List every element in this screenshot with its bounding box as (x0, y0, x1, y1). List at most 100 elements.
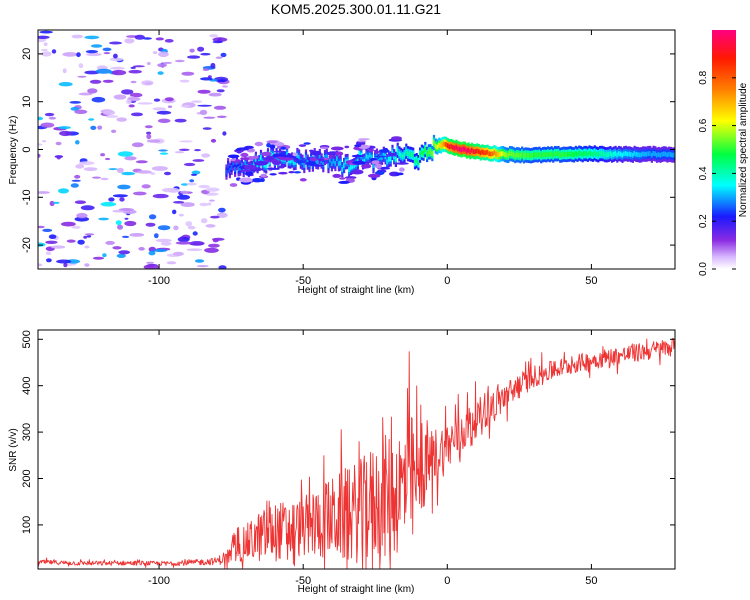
spectral-cell (432, 140, 436, 145)
noise-cell (177, 194, 190, 200)
noise-cell (130, 80, 137, 84)
noise-cell (164, 39, 174, 43)
spectral-cell (329, 157, 332, 163)
noise-cell (352, 160, 366, 165)
noise-cell (142, 37, 152, 40)
noise-cell (56, 259, 72, 264)
noise-cell (207, 202, 212, 206)
y-tick-label: 300 (21, 423, 33, 441)
spectral-cell (415, 158, 418, 163)
noise-cell (173, 201, 185, 204)
spectral-cell (486, 149, 489, 155)
spectral-cell (460, 147, 463, 153)
spectral-cell (552, 152, 555, 158)
noise-cell (293, 171, 302, 174)
spectral-cell (479, 150, 482, 156)
spectral-cell (419, 152, 422, 158)
spectrogram-x-ticks: -100 -50 0 50 (148, 30, 598, 287)
noise-cell (358, 144, 371, 149)
spectral-cell (550, 151, 553, 157)
noise-cell (109, 66, 125, 70)
noise-cell (205, 224, 216, 228)
noise-cell (303, 142, 311, 145)
spectral-cell (408, 151, 411, 157)
spectral-cell (253, 162, 256, 168)
noise-cell (178, 213, 184, 217)
noise-cell (194, 259, 205, 263)
spectral-cell (304, 154, 308, 160)
noise-cell (111, 69, 127, 76)
noise-cell (368, 148, 374, 152)
noise-cell (146, 133, 152, 140)
noise-cell (296, 159, 304, 164)
noise-cell (124, 217, 129, 220)
noise-cell (58, 126, 71, 130)
spectral-cell (348, 167, 351, 172)
noise-cell (55, 141, 62, 146)
noise-cell (180, 190, 189, 194)
noise-cell (196, 265, 209, 268)
spectral-cell (505, 152, 508, 158)
noise-cell (159, 152, 169, 155)
noise-cell (356, 140, 367, 143)
noise-cell (213, 105, 227, 110)
noise-cell (391, 136, 402, 141)
noise-cell (267, 167, 280, 170)
noise-cell (201, 153, 211, 158)
spectral-cell (548, 152, 551, 158)
spectral-cell (343, 163, 346, 168)
noise-cell (220, 52, 227, 58)
noise-cell (240, 157, 250, 160)
noise-cell (166, 261, 177, 265)
noise-cell (395, 162, 409, 165)
spectral-cell (538, 151, 541, 157)
spectral-cell (401, 154, 404, 159)
spectral-cell (285, 152, 289, 157)
spectral-cell (657, 152, 660, 157)
noise-cell (91, 96, 106, 103)
spectral-cell (424, 147, 427, 152)
noise-cell (189, 179, 195, 183)
noise-cell (141, 184, 151, 189)
spectral-cell (413, 159, 417, 165)
noise-cell (273, 150, 286, 153)
noise-cell (113, 94, 127, 100)
spectral-cell (483, 150, 486, 156)
spectral-cell (303, 163, 306, 168)
noise-cell (266, 140, 278, 144)
spectral-cell (420, 149, 423, 155)
spectral-cell (439, 143, 442, 149)
noise-cell (212, 238, 219, 243)
spectral-cell (502, 151, 505, 157)
noise-cell (38, 263, 43, 267)
noise-cell (105, 240, 115, 245)
noise-cell (121, 171, 135, 176)
noise-cell (109, 57, 124, 62)
noise-cell (59, 130, 72, 137)
noise-cell (62, 68, 67, 74)
noise-cell (112, 246, 122, 250)
spectral-cell (341, 167, 344, 172)
spectral-cell (659, 152, 662, 158)
noise-cell (351, 154, 363, 158)
noise-cell (186, 248, 203, 251)
y-tick-label: 0 (21, 146, 33, 152)
noise-cell (117, 151, 134, 157)
noise-cell (78, 161, 95, 166)
noise-cell (371, 160, 380, 165)
spectral-cell (363, 158, 366, 164)
noise-cell (158, 51, 169, 58)
spectral-cell (398, 151, 401, 157)
spectrogram-y-ticks: -20 -10 0 10 20 (21, 48, 675, 253)
spectral-cell (571, 152, 574, 157)
spectral-cell (472, 149, 475, 154)
noise-cell (202, 127, 212, 130)
spectral-cell (547, 151, 550, 157)
noise-cell (180, 202, 195, 208)
noise-cell (173, 225, 179, 231)
noise-cell (374, 155, 387, 158)
noise-cell (90, 125, 97, 130)
spectral-cell (534, 152, 538, 157)
spectral-cell (453, 145, 456, 151)
noise-cell (121, 89, 134, 95)
